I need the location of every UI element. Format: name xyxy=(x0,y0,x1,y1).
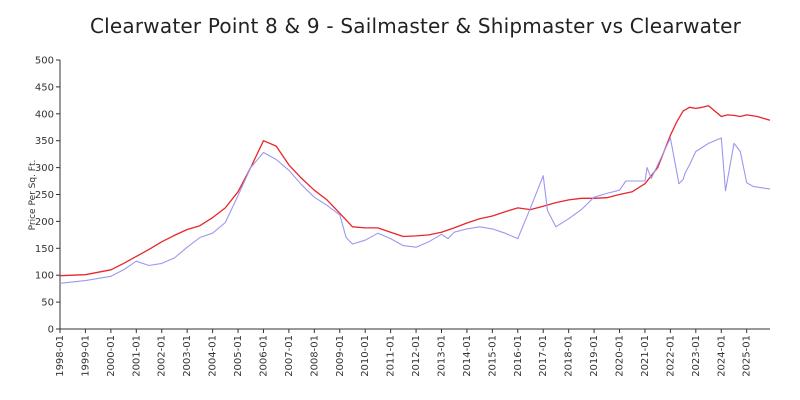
x-tick-label: 2013-01 xyxy=(436,335,447,377)
series-layer xyxy=(59,105,771,284)
y-tick-label: 450 xyxy=(35,82,54,93)
y-tick-label: 100 xyxy=(35,271,54,282)
y-tick-label: 150 xyxy=(35,244,54,255)
x-tick-label: 2003-01 xyxy=(182,335,193,377)
x-tick-label: 2022-01 xyxy=(665,335,676,377)
x-tick-label: 2008-01 xyxy=(309,335,320,377)
x-tick-label: 2018-01 xyxy=(564,335,575,377)
y-tick-label: 350 xyxy=(35,136,54,147)
axes: 0 50 100 150 200 250 300 350 400 450 500 1998-01 199… xyxy=(35,56,770,377)
x-tick-label: 2020-01 xyxy=(615,335,626,377)
y-tick-label: 250 xyxy=(35,190,54,201)
x-tick-label: 1998-01 xyxy=(55,335,66,377)
y-tick-label: 0 xyxy=(48,325,54,336)
x-tick-label: 2017-01 xyxy=(538,335,549,377)
y-axis-label: Price Per Sq. Ft. xyxy=(28,160,38,231)
y-tick-label: 500 xyxy=(35,56,54,67)
x-tick-label: 2009-01 xyxy=(335,335,346,377)
y-tick-label: 50 xyxy=(41,298,54,309)
x-tick-label: 2015-01 xyxy=(487,335,498,377)
x-tick-label: 1999-01 xyxy=(80,335,91,377)
x-tick-label: 2005-01 xyxy=(233,335,244,377)
x-tick-label: 2011-01 xyxy=(386,335,397,377)
y-tick-label: 300 xyxy=(35,163,54,174)
x-tick-label: 2000-01 xyxy=(106,335,117,377)
x-tick-label: 2023-01 xyxy=(691,335,702,377)
y-tick-label: 200 xyxy=(35,217,54,228)
x-tick-label: 2001-01 xyxy=(131,335,142,377)
x-tick-label: 2010-01 xyxy=(360,335,371,377)
x-tick-label: 2004-01 xyxy=(208,335,219,377)
y-tick-label: 400 xyxy=(35,109,54,120)
x-tick-label: 2021-01 xyxy=(640,335,651,377)
chart-title: Clearwater Point 8 & 9 - Sailmaster & Sh… xyxy=(90,14,742,38)
x-tick-label: 2002-01 xyxy=(157,335,168,377)
x-tick-label: 2006-01 xyxy=(258,335,269,377)
x-tick-label: 2024-01 xyxy=(716,335,727,377)
x-tick-label: 2016-01 xyxy=(513,335,524,377)
x-tick-label: 2025-01 xyxy=(742,335,753,377)
series-line-blue xyxy=(59,137,771,284)
x-tick-label: 2012-01 xyxy=(411,335,422,377)
x-tick-label: 2019-01 xyxy=(589,335,600,377)
x-tick-label: 2014-01 xyxy=(462,335,473,377)
x-tick-label: 2007-01 xyxy=(284,335,295,377)
series-line-red xyxy=(59,105,771,277)
